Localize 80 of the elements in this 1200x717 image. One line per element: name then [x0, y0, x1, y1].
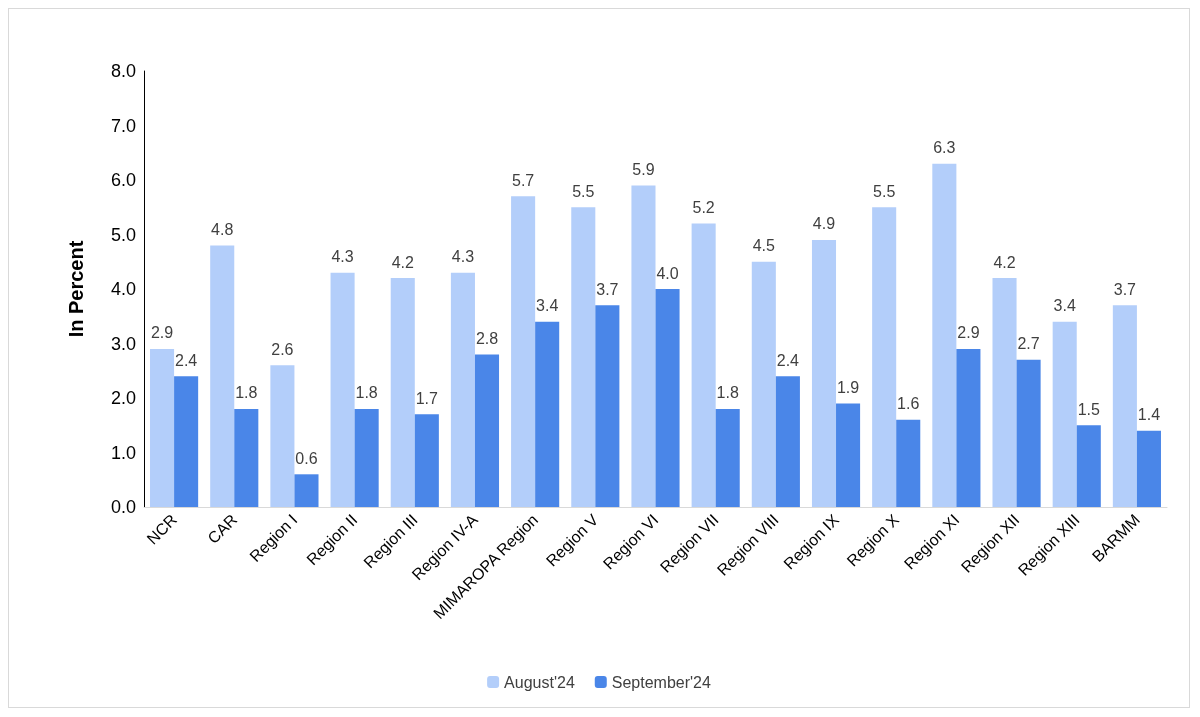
y-tick-label: 3.0 — [110, 333, 136, 354]
data-label: 5.7 — [511, 171, 535, 189]
data-label: 4.3 — [331, 248, 354, 266]
y-tick-label: 5.0 — [110, 224, 136, 245]
bar — [1052, 321, 1077, 507]
data-label: 2.4 — [175, 351, 198, 369]
bar — [992, 278, 1017, 507]
data-label: 1.7 — [415, 389, 439, 407]
data-label: 5.5 — [873, 182, 896, 200]
bar — [1136, 430, 1161, 507]
bar — [210, 245, 235, 507]
data-label: 2.9 — [150, 324, 174, 342]
bar — [294, 474, 319, 507]
bar — [751, 261, 776, 507]
bar — [715, 408, 740, 507]
bar — [1112, 305, 1137, 507]
bar — [571, 207, 596, 507]
data-label: 6.3 — [933, 139, 956, 157]
bar — [775, 376, 800, 507]
bar — [150, 348, 175, 507]
bar — [932, 163, 957, 507]
data-label: 4.3 — [451, 248, 475, 266]
bar — [474, 354, 500, 507]
data-label: 2.4 — [776, 351, 800, 369]
bar — [234, 408, 259, 507]
data-label: 2.9 — [957, 324, 980, 342]
bar — [595, 305, 620, 507]
data-label: 5.5 — [572, 182, 595, 200]
bar — [330, 272, 355, 507]
data-label: 2.7 — [1017, 335, 1040, 353]
data-label: 4.2 — [391, 253, 414, 271]
data-label: 3.7 — [596, 280, 619, 298]
data-label: 1.6 — [897, 395, 920, 413]
data-label: 3.4 — [1053, 297, 1076, 315]
bar — [414, 414, 439, 507]
bar — [655, 289, 680, 507]
bar — [631, 185, 656, 507]
y-tick-label: 8.0 — [110, 61, 136, 81]
bar — [896, 419, 921, 507]
legend-label: August'24 — [504, 673, 575, 691]
bar — [956, 348, 981, 507]
y-tick-label: 0.0 — [110, 497, 136, 517]
data-label: 4.5 — [752, 237, 776, 255]
bar — [511, 196, 536, 507]
data-label: 2.8 — [475, 329, 499, 347]
data-label: 4.2 — [993, 253, 1016, 271]
data-label: 0.6 — [295, 449, 318, 467]
data-label: 1.8 — [235, 384, 258, 402]
data-label: 5.9 — [632, 160, 655, 178]
bar — [872, 207, 897, 507]
bar — [535, 321, 560, 507]
y-tick-label: 7.0 — [110, 115, 136, 136]
bar — [390, 278, 415, 507]
bar — [354, 408, 379, 507]
bar — [174, 376, 199, 507]
y-axis-title: In Percent — [65, 240, 87, 338]
y-tick-label: 1.0 — [110, 442, 136, 463]
bar — [691, 223, 716, 507]
bar — [270, 365, 295, 507]
y-tick-label: 2.0 — [110, 388, 136, 408]
y-tick-label: 4.0 — [110, 279, 136, 299]
data-label: 4.8 — [211, 220, 234, 238]
data-label: 3.4 — [536, 297, 559, 315]
data-label: 1.9 — [836, 378, 860, 396]
bar — [1076, 425, 1101, 507]
data-label: 4.9 — [812, 215, 836, 233]
data-label: 3.7 — [1113, 280, 1137, 298]
data-label: 1.8 — [355, 384, 378, 402]
bar — [1016, 359, 1041, 507]
y-tick-label: 6.0 — [110, 170, 136, 190]
legend-label: September'24 — [611, 673, 711, 691]
data-label: 1.4 — [1137, 406, 1161, 424]
bar — [450, 272, 475, 507]
bar — [836, 403, 861, 507]
data-label: 1.5 — [1077, 400, 1100, 418]
data-label: 2.6 — [271, 340, 294, 358]
data-label: 1.8 — [716, 384, 739, 402]
data-label: 5.2 — [692, 199, 715, 217]
data-label: 4.0 — [656, 264, 679, 282]
bar — [811, 239, 837, 507]
